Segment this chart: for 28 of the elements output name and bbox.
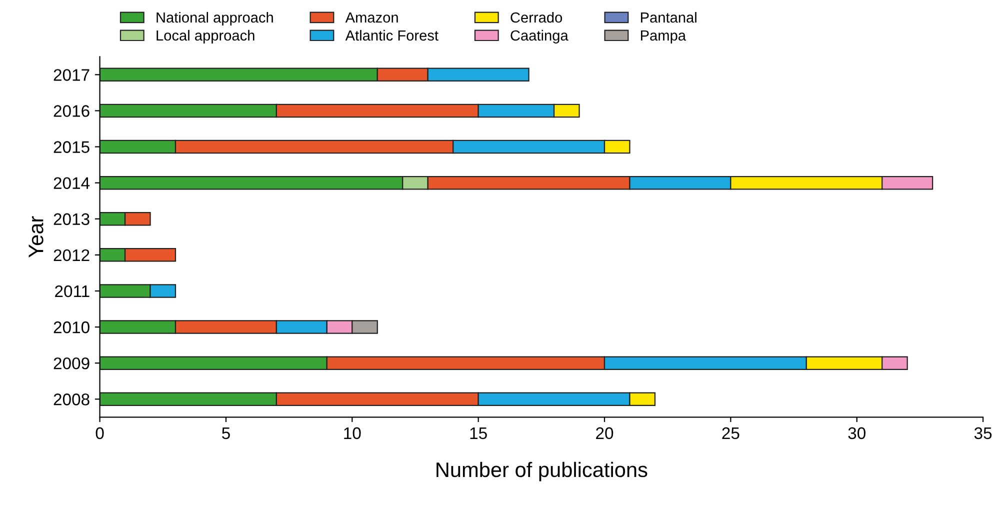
y-tick-label: 2014 <box>54 177 90 190</box>
y-tick-label: 2015 <box>54 141 90 153</box>
x-tick-label: 5 <box>222 427 230 440</box>
y-tick-label: 2016 <box>54 105 90 117</box>
legend-label: Local approach <box>156 30 254 44</box>
y-tick-label: 2017 <box>54 69 90 81</box>
y-tick-label: 2010 <box>54 321 90 334</box>
legend-label: Pampa <box>640 30 686 44</box>
legend-label: Cerrado <box>510 12 562 23</box>
legend-label: National approach <box>156 12 273 26</box>
x-tick-label: 35 <box>974 427 992 440</box>
x-tick-label: 0 <box>96 427 104 440</box>
x-tick-label: 10 <box>344 427 361 440</box>
x-tick-label: 25 <box>722 427 740 440</box>
y-tick-label: 2008 <box>54 394 90 406</box>
y-tick-label: 2009 <box>54 357 90 370</box>
y-axis-title: Year <box>28 216 44 258</box>
y-tick-label: 2012 <box>54 249 90 262</box>
legend-label: Amazon <box>345 12 398 23</box>
y-tick-label: 2011 <box>55 285 90 298</box>
legend-label: Pantanal <box>640 12 696 23</box>
legend-label: Atlantic Forest <box>345 30 438 41</box>
x-tick-label: 15 <box>470 427 487 440</box>
legend-label: Caatinga <box>510 30 568 44</box>
y-tick-label: 2013 <box>54 213 90 226</box>
x-axis-title: Number of publications <box>436 462 648 482</box>
x-tick-label: 30 <box>848 427 866 440</box>
x-tick-label: 20 <box>596 427 614 440</box>
